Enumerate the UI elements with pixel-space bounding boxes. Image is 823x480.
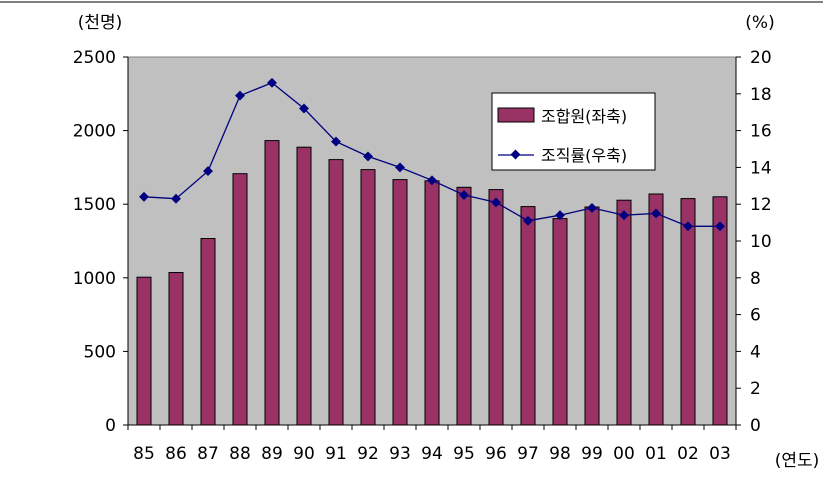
rate-point-87: [203, 166, 213, 177]
rate-point-00: [619, 210, 629, 221]
rate-point-92: [363, 151, 373, 162]
left-tick-label-1500: 1500: [73, 195, 116, 215]
right-tick-label-0: 0: [750, 416, 761, 436]
legend-line-label: 조직률(우축): [541, 146, 627, 165]
x-tick-label-90: 90: [293, 444, 315, 464]
x-tick-label-85: 85: [133, 444, 155, 464]
x-tick-label-91: 91: [325, 444, 347, 464]
bar-98: [552, 218, 568, 426]
bar-97: [520, 206, 536, 426]
left-tick-label-0: 0: [105, 416, 116, 436]
rate-point-96: [491, 197, 501, 208]
x-tick-label-00: 00: [613, 444, 635, 464]
x-axis-unit-label: (연도): [775, 451, 820, 471]
bar-88: [232, 173, 248, 426]
x-tick-label-94: 94: [421, 444, 443, 464]
right-tick-label-10: 10: [750, 232, 772, 252]
bars-layer: [136, 140, 728, 426]
left-tick-label-2000: 2000: [73, 122, 116, 142]
legend-bar-label: 조합원(좌축): [541, 107, 627, 126]
right-tick-label-6: 6: [750, 306, 761, 326]
rate-point-01: [651, 208, 661, 219]
bar-02: [680, 198, 696, 426]
legend-bar-swatch: [497, 107, 535, 123]
rate-point-98: [555, 210, 565, 221]
line-layer: [139, 77, 725, 232]
right-tick-label-16: 16: [750, 122, 772, 142]
x-tick-label-99: 99: [581, 444, 603, 464]
right-axis-unit-label: (%): [745, 13, 774, 33]
right-tick-label-4: 4: [750, 342, 761, 362]
left-axis-unit-label: (천명): [78, 13, 123, 33]
x-tick-label-01: 01: [645, 444, 667, 464]
rate-point-03: [715, 221, 725, 232]
bar-90: [296, 146, 312, 426]
rate-point-02: [683, 221, 693, 232]
right-tick-label-12: 12: [750, 195, 772, 215]
bar-96: [488, 189, 504, 426]
rate-point-91: [331, 136, 341, 147]
legend-line-marker: [510, 149, 521, 160]
x-tick-label-97: 97: [517, 444, 539, 464]
x-tick-label-93: 93: [389, 444, 411, 464]
left-tick-label-500: 500: [84, 342, 116, 362]
bar-91: [328, 159, 344, 426]
x-tick-label-95: 95: [453, 444, 475, 464]
bar-01: [648, 193, 664, 426]
x-tick-label-92: 92: [357, 444, 379, 464]
right-tick-label-8: 8: [750, 269, 761, 289]
right-tick-label-14: 14: [750, 158, 772, 178]
right-tick-label-2: 2: [750, 379, 761, 399]
right-tick-label-18: 18: [750, 85, 772, 105]
bar-99: [584, 206, 600, 426]
bar-87: [200, 238, 216, 426]
rate-point-94: [427, 175, 437, 186]
x-tick-label-03: 03: [709, 444, 731, 464]
x-tick-label-89: 89: [261, 444, 283, 464]
right-tick-label-20: 20: [750, 48, 772, 68]
x-tick-label-87: 87: [197, 444, 219, 464]
rate-point-95: [459, 190, 469, 200]
legend: 조합원(좌축) 조직률(우축): [491, 92, 656, 171]
rate-point-97: [523, 215, 533, 226]
bar-85: [136, 276, 152, 426]
rate-point-86: [171, 193, 181, 204]
rate-point-93: [395, 162, 405, 173]
bar-93: [392, 179, 408, 426]
bar-92: [360, 169, 376, 426]
rate-point-99: [587, 202, 597, 213]
x-tick-label-02: 02: [677, 444, 699, 464]
left-tick-label-1000: 1000: [73, 269, 116, 289]
bar-89: [264, 140, 280, 426]
bar-95: [456, 186, 472, 426]
x-tick-label-96: 96: [485, 444, 507, 464]
bar-94: [424, 180, 440, 426]
x-tick-label-86: 86: [165, 444, 187, 464]
left-tick-label-2500: 2500: [73, 48, 116, 68]
legend-box: [491, 92, 656, 171]
bar-00: [616, 199, 632, 426]
x-tick-label-98: 98: [549, 444, 571, 464]
bar-86: [168, 272, 184, 426]
rate-point-85: [139, 191, 149, 202]
rate-point-88: [235, 90, 245, 101]
x-tick-label-88: 88: [229, 444, 251, 464]
